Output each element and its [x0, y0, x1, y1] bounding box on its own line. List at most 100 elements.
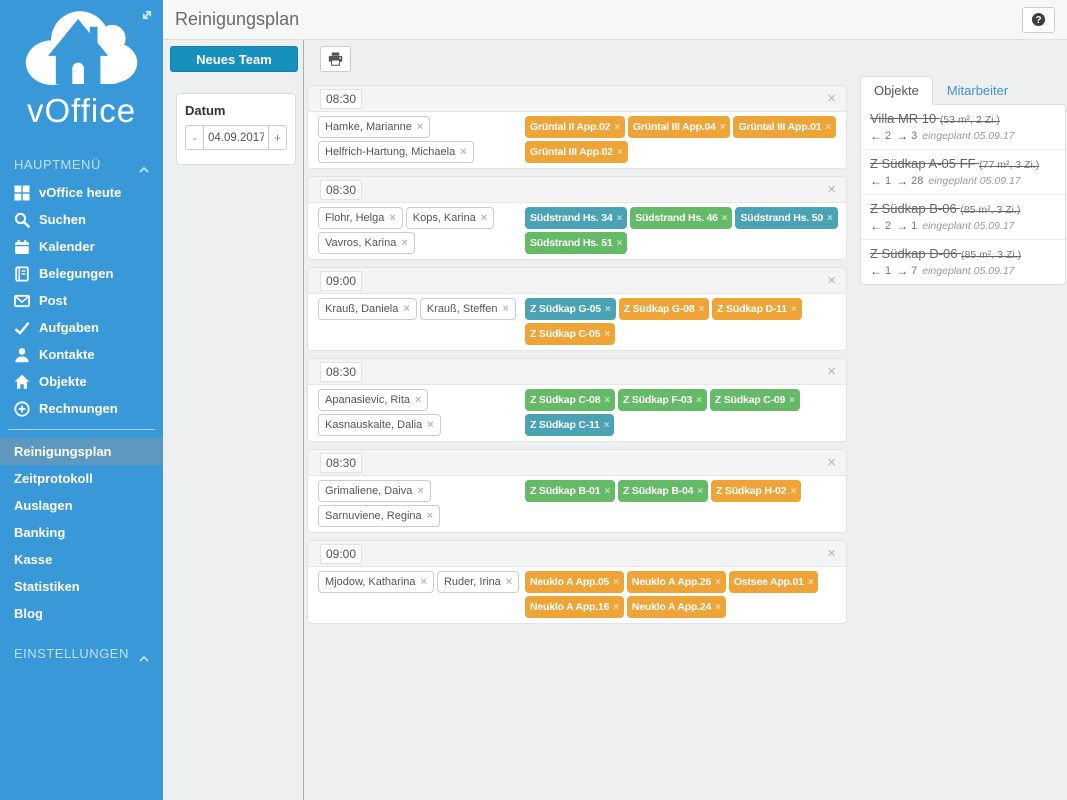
date-decrement-button[interactable]: -	[185, 125, 203, 150]
close-icon[interactable]: ×	[827, 363, 836, 380]
object-tag[interactable]: Z Südkap C-08 ×	[525, 389, 615, 411]
object-tag[interactable]: Grüntal III App.04 ×	[627, 116, 731, 138]
close-icon[interactable]: ×	[827, 181, 836, 198]
member-pill[interactable]: Ruder, Irina ×	[436, 571, 520, 593]
remove-icon[interactable]: ×	[604, 303, 611, 315]
tab-objekte[interactable]: Objekte	[860, 76, 933, 105]
member-pill[interactable]: Krauß, Steffen ×	[419, 298, 516, 320]
member-pill[interactable]: Krauß, Daniela ×	[318, 298, 417, 320]
object-tag[interactable]: Grüntal III App.01 ×	[733, 116, 837, 138]
team-time-input[interactable]	[320, 452, 362, 473]
object-list-item[interactable]: Z Südkap B-06 (85 m², 3 Zi.) ← 2 → 1 eingepla…	[861, 195, 1065, 240]
new-team-button[interactable]: Neues Team	[170, 46, 298, 72]
member-pill[interactable]: Apanasievic, Rita ×	[318, 389, 429, 411]
remove-icon[interactable]: ×	[613, 601, 619, 613]
sidebar-item-blog[interactable]: Blog	[0, 600, 163, 627]
close-icon[interactable]: ×	[827, 272, 836, 289]
object-list-item[interactable]: Villa MR 10 (53 m², 2 Zi.) ← 2 → 3 eingeplant…	[861, 105, 1065, 150]
remove-icon[interactable]: ×	[604, 394, 610, 406]
remove-icon[interactable]: ×	[505, 576, 513, 588]
remove-icon[interactable]: ×	[719, 121, 726, 133]
remove-icon[interactable]: ×	[825, 121, 832, 133]
remove-icon[interactable]: ×	[696, 394, 702, 406]
remove-icon[interactable]: ×	[415, 394, 422, 406]
sidebar-item-suchen[interactable]: Suchen	[0, 206, 163, 233]
object-tag[interactable]: Neuklo A App.05 ×	[525, 571, 624, 593]
object-tag[interactable]: Südstrand Hs. 50 ×	[735, 207, 838, 229]
remove-icon[interactable]: ×	[697, 485, 703, 497]
tab-mitarbeiter[interactable]: Mitarbeiter	[946, 83, 1009, 98]
remove-icon[interactable]: ×	[616, 237, 623, 249]
member-pill[interactable]: Flohr, Helga ×	[318, 207, 403, 229]
team-time-input[interactable]	[320, 270, 362, 291]
remove-icon[interactable]: ×	[807, 576, 814, 588]
team-time-input[interactable]	[320, 361, 362, 382]
remove-icon[interactable]: ×	[616, 146, 623, 158]
object-tag[interactable]: Z Südkap C-09 ×	[709, 389, 800, 411]
sidebar-item-kontakte[interactable]: Kontakte	[0, 341, 163, 368]
object-tag[interactable]: Z Südkap B-01 ×	[525, 480, 615, 502]
print-button[interactable]	[320, 46, 351, 72]
remove-icon[interactable]: ×	[790, 303, 797, 315]
sidebar-item-belegungen[interactable]: Belegungen	[0, 260, 163, 287]
sidebar-item-reinigungsplan[interactable]: Reinigungsplan	[0, 438, 163, 465]
object-tag[interactable]: Grüntal III App.02 ×	[525, 141, 628, 163]
close-icon[interactable]: ×	[827, 454, 836, 471]
remove-icon[interactable]: ×	[401, 237, 408, 249]
remove-icon[interactable]: ×	[460, 146, 467, 158]
sidebar-item-objekte[interactable]: Objekte	[0, 368, 163, 395]
sidebar-item-kasse[interactable]: Kasse	[0, 546, 163, 573]
object-tag[interactable]: Z Südkap C-11 ×	[525, 414, 615, 436]
object-tag[interactable]: Neuklo A App.24 ×	[626, 596, 726, 618]
object-tag[interactable]: Z Südkap H-02 ×	[710, 480, 801, 502]
remove-icon[interactable]: ×	[389, 212, 396, 224]
remove-icon[interactable]: ×	[827, 212, 833, 224]
section-header-einstellungen[interactable]: EINSTELLUNGEN	[0, 641, 163, 668]
remove-icon[interactable]: ×	[715, 576, 721, 588]
sidebar-item-zeitprotokoll[interactable]: Zeitprotokoll	[0, 465, 163, 492]
remove-icon[interactable]: ×	[417, 485, 424, 497]
sidebar-item-auslagen[interactable]: Auslagen	[0, 492, 163, 519]
remove-icon[interactable]: ×	[715, 601, 721, 613]
object-list-item[interactable]: Z Südkap D-06 (85 m², 3 Zi.) ← 1 → 7 eingepla…	[861, 240, 1065, 284]
team-time-input[interactable]	[320, 543, 362, 564]
object-tag[interactable]: Südstrand Hs. 34 ×	[525, 207, 628, 229]
object-tag[interactable]: Z Südkap F-03 ×	[617, 389, 707, 411]
member-pill[interactable]: Grimaliene, Daiva ×	[318, 480, 431, 502]
object-tag[interactable]: Z Südkap D-11 ×	[712, 298, 802, 320]
object-tag[interactable]: Z Südkap G-05 ×	[525, 298, 616, 320]
object-tag[interactable]: Grüntal II App.02 ×	[525, 116, 625, 138]
object-tag[interactable]: Z Südkap G-08 ×	[618, 298, 710, 320]
member-pill[interactable]: Kasnauskaite, Dalia ×	[318, 414, 441, 436]
remove-icon[interactable]: ×	[603, 419, 610, 431]
object-tag[interactable]: Neuklo A App.26 ×	[626, 571, 726, 593]
member-pill[interactable]: Hamke, Marianne ×	[318, 116, 431, 138]
object-tag[interactable]: Ostsee App.01 ×	[728, 571, 819, 593]
object-tag[interactable]: Neuklo A App.16 ×	[525, 596, 624, 618]
object-list-item[interactable]: Z Südkap A-05 FF (77 m², 3 Zi.) ← 1 → 28 eing…	[861, 150, 1065, 195]
remove-icon[interactable]: ×	[426, 510, 434, 522]
sidebar-item-post[interactable]: Post	[0, 287, 163, 314]
remove-icon[interactable]: ×	[616, 212, 623, 224]
member-pill[interactable]: Kops, Karina ×	[405, 207, 495, 229]
sidebar-item-aufgaben[interactable]: Aufgaben	[0, 314, 163, 341]
remove-icon[interactable]: ×	[721, 212, 728, 224]
remove-icon[interactable]: ×	[403, 303, 410, 315]
remove-icon[interactable]: ×	[427, 419, 434, 431]
remove-icon[interactable]: ×	[420, 576, 427, 588]
expand-icon[interactable]	[139, 7, 155, 23]
remove-icon[interactable]: ×	[416, 121, 424, 133]
object-tag[interactable]: Z Südkap C-05 ×	[525, 323, 615, 345]
member-pill[interactable]: Helfrich-Hartung, Michaela ×	[318, 141, 474, 163]
help-button[interactable]: ?	[1022, 6, 1055, 33]
team-time-input[interactable]	[320, 179, 362, 200]
remove-icon[interactable]: ×	[614, 121, 620, 133]
object-tag[interactable]: Z Südkap B-04 ×	[617, 480, 708, 502]
close-icon[interactable]: ×	[827, 545, 836, 562]
member-pill[interactable]: Vavros, Karina ×	[318, 232, 415, 254]
sidebar-item-voffice-heute[interactable]: vOffice heute	[0, 179, 163, 206]
remove-icon[interactable]: ×	[790, 485, 796, 497]
object-tag[interactable]: Südstrand Hs. 51 ×	[525, 232, 628, 254]
team-time-input[interactable]	[320, 88, 362, 109]
date-increment-button[interactable]: +	[269, 125, 287, 150]
